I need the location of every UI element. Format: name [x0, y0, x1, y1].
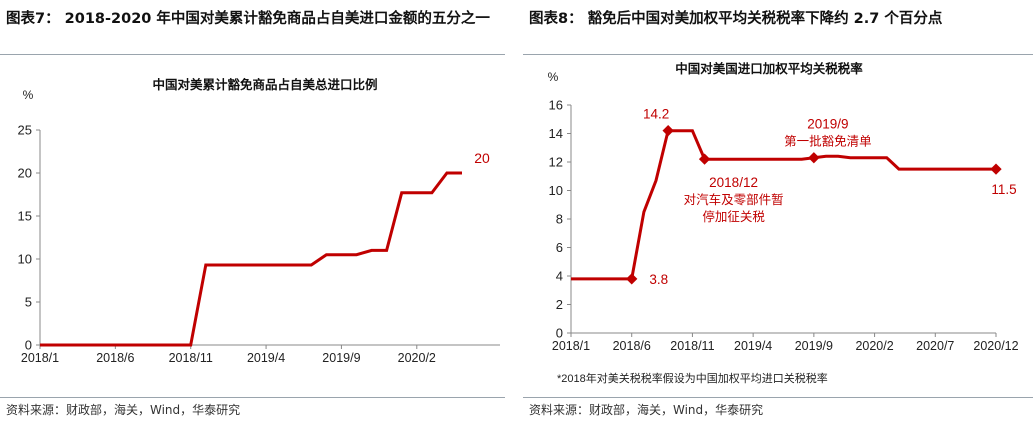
series-line [40, 171, 462, 347]
marker-point [808, 152, 820, 164]
y-tick-label: 10 [18, 252, 32, 267]
x-tick-label: 2018/11 [169, 351, 213, 365]
right-figure-panel: 图表8： 豁免后中国对美加权平均关税税率下降约 2.7 个百分点 中国对美国进口… [523, 0, 1033, 423]
marker-point [698, 153, 711, 165]
end-value-label: 20 [474, 150, 490, 166]
x-tick-label: 2019/9 [322, 351, 360, 365]
x-tick-label: 2019/4 [247, 351, 285, 365]
x-tick-label: 2019/9 [795, 339, 833, 353]
y-axis-unit: % [548, 70, 559, 84]
right-figure-title: 图表8： 豁免后中国对美加权平均关税税率下降约 2.7 个百分点 [529, 11, 943, 27]
x-tick-label: 2020/2 [855, 339, 893, 353]
marker-label-line: 2019/9 [807, 117, 848, 132]
marker-label-line: 对汽车及零部件暂 [684, 192, 784, 207]
left-title-rule [0, 54, 505, 55]
y-tick-label: 5 [25, 295, 32, 310]
marker-label-line: 11.5 [991, 182, 1016, 197]
left-source-rule [0, 397, 505, 398]
x-tick-label: 2020/2 [398, 351, 436, 365]
chart-footnote: *2018年对美关税税率假设为中国加权平均进口关税税率 [557, 371, 828, 385]
marker-label-line: 第一批豁免清单 [784, 134, 872, 149]
y-tick-label: 16 [549, 98, 563, 113]
right-source: 资料来源：财政部，海关，Wind，华泰研究 [529, 403, 764, 417]
y-tick-label: 20 [18, 166, 32, 181]
y-tick-label: 0 [25, 338, 32, 353]
y-tick-label: 4 [556, 269, 563, 284]
x-tick-label: 2018/1 [21, 351, 59, 365]
y-axis-unit: % [23, 88, 34, 102]
x-tick-label: 2020/12 [973, 339, 1018, 353]
y-tick-label: 12 [549, 155, 563, 170]
marker-label: 2018/12 对汽车及零部件暂停加征关税 [684, 175, 784, 224]
marker-point [990, 163, 1002, 175]
x-tick-label: 2018/6 [613, 339, 651, 353]
right-title-rule [523, 54, 1033, 55]
x-tick-label: 2018/11 [670, 339, 714, 353]
x-tick-label: 2019/4 [734, 339, 772, 353]
marker-label: 14.2 [643, 107, 669, 122]
marker-label: 11.5 [991, 182, 1016, 197]
y-tick-label: 14 [549, 126, 563, 141]
marker-point [626, 273, 638, 285]
y-tick-label: 8 [556, 212, 563, 227]
left-chart: 中国对美累计豁免商品占自美总进口比例% 0 5 10 15 20 25 2018/1 2018/… [18, 77, 500, 365]
left-figure-title: 图表7： 2018-2020 年中国对美累计豁免商品占自美进口金额的五分之一 [6, 11, 490, 27]
y-tick-label: 0 [556, 326, 563, 341]
right-chart: 中国对美国进口加权平均关税税率% 0 2 4 6 8 10 12 14 16 2018/1 2018/… [548, 61, 1019, 385]
chart-title: 中国对美国进口加权平均关税税率 [675, 61, 863, 76]
chart-title: 中国对美累计豁免商品占自美总进口比例 [152, 77, 377, 92]
marker-label-line: 3.8 [649, 272, 668, 287]
marker-label-line: 2018/12 [709, 175, 758, 190]
marker-point [662, 124, 674, 137]
y-tick-label: 2 [556, 297, 563, 312]
left-source: 资料来源：财政部，海关，Wind，华泰研究 [6, 403, 241, 417]
marker-label-line: 14.2 [643, 107, 669, 122]
left-figure-panel: 图表7： 2018-2020 年中国对美累计豁免商品占自美进口金额的五分之一 中… [0, 0, 505, 423]
x-tick-label: 2018/1 [552, 339, 590, 353]
x-tick-label: 2020/7 [916, 339, 954, 353]
marker-label: 3.8 [649, 272, 668, 287]
y-tick-label: 25 [18, 123, 32, 138]
marker-label-line: 停加征关税 [702, 209, 765, 224]
y-tick-label: 15 [18, 209, 32, 224]
y-tick-label: 6 [556, 240, 563, 255]
series-line [571, 129, 996, 281]
right-source-rule [523, 397, 1033, 398]
y-tick-label: 10 [549, 183, 563, 198]
x-tick-label: 2018/6 [96, 351, 134, 365]
marker-label: 2019/9 第一批豁免清单 [784, 117, 872, 149]
